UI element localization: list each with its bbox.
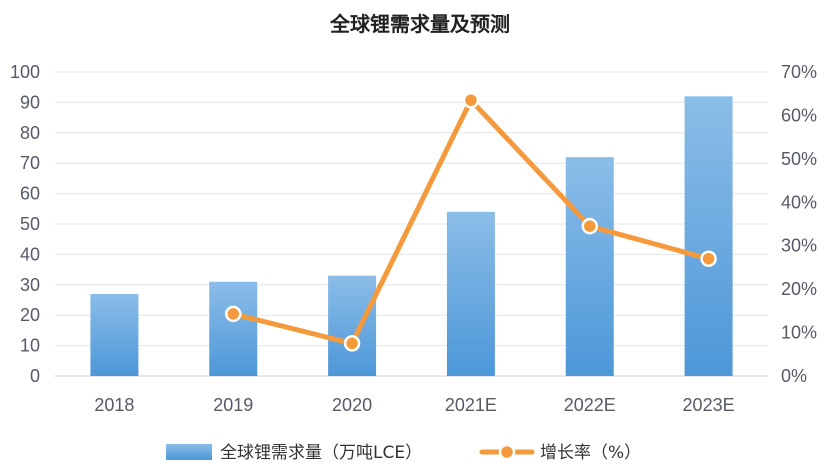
category-label: 2018 — [94, 395, 134, 415]
bar-2023E — [685, 96, 733, 376]
right-axis-tick-label: 50% — [781, 149, 817, 169]
category-label: 2021E — [445, 395, 497, 415]
bar-2018 — [90, 294, 138, 376]
left-axis-tick-label: 10 — [20, 336, 40, 356]
left-axis-tick-label: 60 — [20, 184, 40, 204]
left-axis-tick-label: 20 — [20, 305, 40, 325]
category-label: 2023E — [683, 395, 735, 415]
bar-2020 — [328, 276, 376, 376]
growth-point-2022E — [583, 219, 597, 233]
left-axis-tick-label: 70 — [20, 153, 40, 173]
growth-point-2020 — [345, 336, 359, 350]
right-axis-tick-label: 10% — [781, 323, 817, 343]
legend-line-label: 增长率（%） — [540, 443, 641, 463]
growth-point-2021E — [464, 93, 478, 107]
category-label: 2020 — [332, 395, 372, 415]
left-axis-tick-label: 40 — [20, 244, 40, 264]
legend-line-marker — [500, 445, 514, 459]
bar-series — [90, 96, 732, 376]
left-axis-tick-label: 50 — [20, 214, 40, 234]
bar-2019 — [209, 282, 257, 376]
left-axis-tick-label: 90 — [20, 92, 40, 112]
left-axis-tick-label: 100 — [10, 62, 40, 82]
right-axis-tick-label: 40% — [781, 192, 817, 212]
growth-point-2023E — [702, 252, 716, 266]
bar-2021E — [447, 212, 495, 376]
growth-point-2019 — [226, 307, 240, 321]
left-axis-tick-label: 0 — [30, 366, 40, 386]
right-axis-tick-label: 70% — [781, 62, 817, 82]
legend: 全球锂需求量（万吨LCE） 增长率（%） — [166, 443, 641, 463]
legend-bar-swatch — [166, 444, 212, 460]
bar-2022E — [566, 157, 614, 376]
right-axis-tick-label: 20% — [781, 279, 817, 299]
right-axis-tick-label: 60% — [781, 105, 817, 125]
category-label: 2019 — [213, 395, 253, 415]
legend-bar-label: 全球锂需求量（万吨LCE） — [220, 443, 422, 463]
right-axis-tick-label: 30% — [781, 236, 817, 256]
right-axis-tick-label: 0% — [781, 366, 807, 386]
left-axis-tick-label: 30 — [20, 275, 40, 295]
category-label: 2022E — [564, 395, 616, 415]
left-axis-tick-label: 80 — [20, 123, 40, 143]
